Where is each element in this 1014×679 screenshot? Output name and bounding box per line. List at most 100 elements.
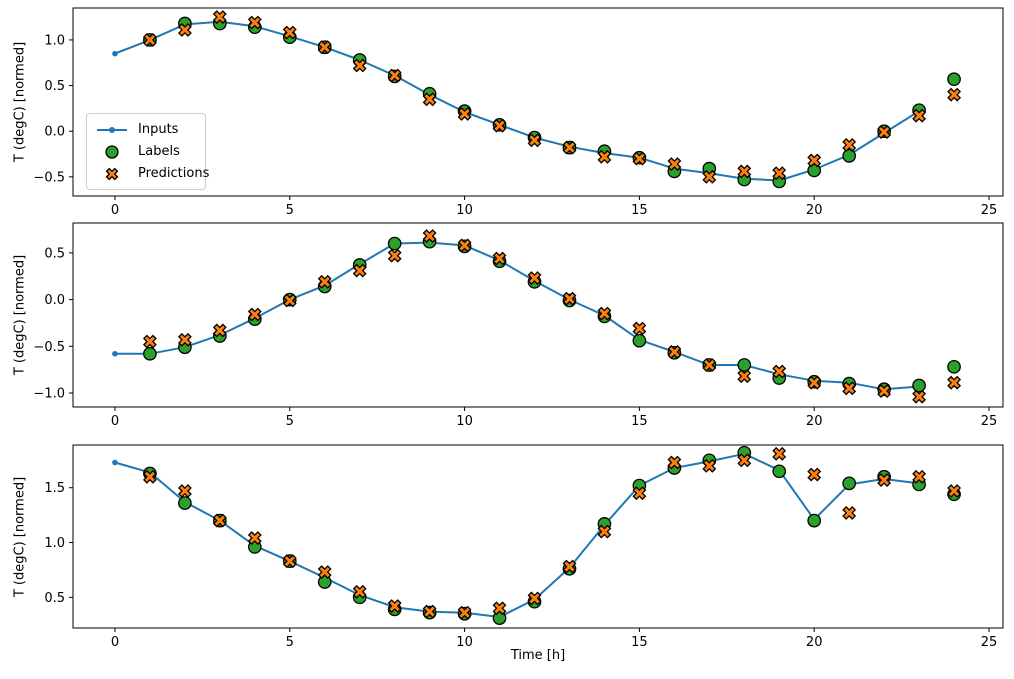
subplot-2-label-marker	[947, 359, 961, 374]
subplot-2-prediction-marker	[422, 229, 437, 244]
subplot-1-prediction-marker	[597, 149, 612, 164]
subplot-1-prediction-marker	[667, 157, 682, 172]
subplot-1-prediction-marker	[317, 40, 332, 55]
subplot-2-prediction-marker	[317, 274, 332, 289]
subplot-1-prediction-marker	[282, 25, 297, 40]
subplot-3-prediction-marker	[317, 565, 332, 580]
subplot-1-prediction-marker	[457, 106, 472, 121]
subplot-3-prediction-marker	[422, 604, 437, 619]
subplot-1-prediction-marker	[947, 87, 962, 102]
subplot-3-frame	[72, 444, 1004, 629]
subplot-2-prediction-marker	[842, 381, 857, 396]
subplot-1-prediction-marker	[142, 32, 157, 47]
subplot-2-label-marker	[737, 358, 752, 372]
subplot-3-prediction-marker	[177, 484, 192, 498]
x-axis-label: Time [h]	[510, 648, 566, 663]
subplot-3-prediction-marker	[667, 455, 682, 470]
subplot-2-prediction-marker	[212, 323, 227, 338]
subplot-1-input-point	[112, 50, 118, 57]
subplot-3-prediction-marker	[597, 524, 612, 539]
subplot-1-xtick-label: 5	[286, 203, 294, 218]
subplot-1-ytick-label: 0.0	[44, 125, 65, 140]
subplot-1-prediction-marker	[247, 15, 262, 30]
subplot-2-ytick-label: 0.5	[44, 246, 65, 261]
subplot-2-prediction-marker	[247, 307, 262, 322]
y-axis-label-subplot-3: T (degC) [normed]	[12, 476, 28, 598]
subplot-1-prediction-marker	[527, 133, 542, 148]
subplot-1-xtick-label: 10	[456, 203, 473, 218]
subplot-2-xtick-label: 15	[631, 414, 648, 429]
legend-label-inputs: Inputs	[138, 122, 179, 137]
subplot-1-inputs-line	[114, 20, 921, 182]
subplot-3-label-marker	[772, 464, 787, 479]
subplot-1-prediction-marker	[842, 137, 857, 152]
subplot-3-label-marker	[807, 513, 822, 528]
subplot-1-prediction-marker	[702, 169, 717, 184]
subplot-3-prediction-marker	[632, 486, 647, 501]
subplot-2-prediction-marker	[807, 375, 822, 390]
subplot-2-label-marker	[387, 236, 402, 251]
subplot-3-prediction-marker	[352, 584, 367, 599]
subplot-1-prediction-marker	[212, 10, 227, 25]
subplot-3-xtick-label: 20	[806, 635, 823, 650]
subplot-1-xtick-label: 20	[806, 203, 823, 218]
subplot-2-prediction-marker	[562, 291, 577, 306]
subplot-2-ytick-label: −0.5	[33, 340, 65, 355]
subplot-3-xtick-label: 10	[456, 635, 473, 650]
legend-label-predictions: Predictions	[138, 166, 210, 181]
subplot-1-prediction-marker	[562, 140, 577, 155]
subplot-1-prediction-marker	[492, 118, 507, 133]
subplot-3-prediction-marker	[527, 591, 542, 606]
subplot-3-xtick-label: 0	[111, 635, 119, 650]
subplot-3-prediction-marker	[457, 605, 472, 620]
subplot-2-label-marker	[143, 346, 157, 361]
subplot-1-prediction-marker	[772, 166, 787, 181]
subplot-2-prediction-marker	[702, 358, 717, 372]
subplot-1-prediction-marker	[387, 68, 402, 83]
subplot-2-prediction-marker	[492, 251, 507, 266]
subplot-3-ytick-label: 1.0	[44, 536, 65, 551]
subplot-2-prediction-marker	[632, 321, 647, 336]
subplot-2-prediction-marker	[912, 389, 927, 404]
subplot-2-label-marker	[632, 333, 647, 348]
labels-circle-swatch-icon	[105, 144, 119, 159]
subplot-1-prediction-marker	[352, 58, 367, 73]
subplot-2-xtick-label: 0	[111, 414, 119, 429]
subplot-1-ytick-label: 0.5	[44, 79, 65, 94]
subplot-1-prediction-marker	[422, 92, 437, 107]
subplot-3-prediction-marker	[387, 599, 402, 614]
subplot-2-prediction-marker	[877, 384, 892, 399]
subplot-3-inputs-line	[114, 452, 921, 618]
subplot-3-prediction-marker	[212, 513, 227, 528]
subplot-3-xtick-label: 15	[631, 635, 648, 650]
subplot-3-xtick-label: 5	[286, 635, 294, 650]
subplot-3-prediction-marker	[947, 484, 962, 498]
subplot-1-label-marker	[947, 72, 961, 87]
subplot-3-ytick-label: 0.5	[44, 591, 65, 606]
subplot-2-xtick-label: 25	[981, 414, 998, 429]
subplot-1-label-marker	[807, 163, 822, 178]
predictions-x-swatch-icon	[105, 167, 119, 180]
subplot-2-input-point	[112, 350, 118, 357]
subplot-3-label-marker	[842, 476, 857, 491]
subplot-3-xtick-label: 25	[981, 635, 998, 650]
subplot-2-frame	[72, 222, 1004, 408]
subplot-3-prediction-marker	[912, 469, 927, 484]
subplot-1-label-marker	[842, 148, 857, 163]
subplot-3-input-point	[112, 459, 118, 466]
legend-item-labels: Labels	[95, 142, 197, 161]
subplot-3-prediction-marker	[562, 559, 577, 574]
subplot-3-prediction-marker	[842, 505, 857, 520]
legend: Inputs Labels Predictions	[86, 113, 210, 190]
legend-label-labels: Labels	[138, 144, 180, 159]
y-axis-label-subplot-2: T (degC) [normed]	[12, 254, 28, 376]
subplot-2-ytick-label: −1.0	[33, 386, 65, 401]
subplot-1-prediction-marker	[877, 125, 892, 140]
subplot-2-ytick-label: 0.0	[44, 293, 65, 308]
subplot-2-xtick-label: 5	[286, 414, 294, 429]
subplot-2-prediction-marker	[772, 364, 787, 379]
subplot-3-prediction-marker	[702, 458, 717, 473]
subplot-3-prediction-marker	[737, 453, 752, 468]
subplot-2-prediction-marker	[457, 238, 472, 253]
